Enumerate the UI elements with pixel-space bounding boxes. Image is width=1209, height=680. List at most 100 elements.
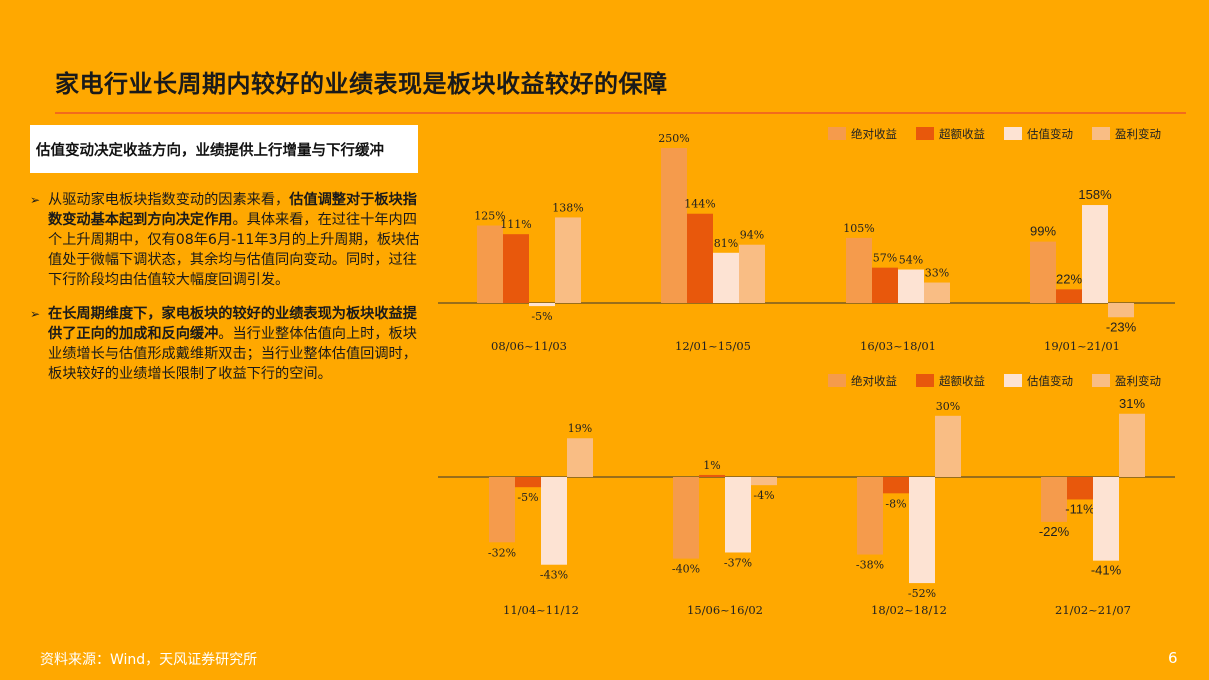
data-label: 33% [925,267,949,280]
legend-label: 估值变动 [1027,127,1073,141]
bar [673,477,699,559]
data-label: 31% [1119,396,1145,411]
category-label: 15/06~16/02 [687,603,763,617]
bar [489,477,515,543]
bar [1082,205,1108,303]
data-label: 30% [936,400,960,413]
bar [924,282,950,303]
category-label: 16/03~18/01 [860,339,936,353]
bar [739,244,765,303]
bar [713,252,739,303]
bar [872,267,898,303]
data-label: -37% [724,556,752,569]
section-heading: 估值变动决定收益方向，业绩提供上行增量与下行缓冲 [36,142,384,159]
data-label: -43% [540,569,568,582]
data-label: -40% [672,563,700,576]
legend-swatch [1092,127,1110,140]
section-heading-box: 估值变动决定收益方向，业绩提供上行增量与下行缓冲 [30,125,418,173]
bullet-text: 从驱动家电板块指数变动的因素来看，估值调整对于板块指数变动基本起到方向决定作用。… [48,190,420,290]
legend-swatch [916,374,934,387]
bullet-text-plain: 从驱动家电板块指数变动的因素来看， [48,192,290,208]
bar [846,237,872,303]
bar [699,474,725,477]
data-label: -5% [517,491,538,504]
source-note: 资料来源：Wind，天风证券研究所 [40,652,258,668]
bullet-list: ➢ 从驱动家电板块指数变动的因素来看，估值调整对于板块指数变动基本起到方向决定作… [30,190,420,398]
bullet-item: ➢ 在长周期维度下，家电板块的较好的业绩表现为板块收益提供了正向的加成和反向缓冲… [30,304,420,384]
data-label: -38% [856,559,884,572]
data-label: -23% [1106,319,1137,334]
data-label: 99% [1030,224,1056,239]
bullet-text-plain: 。具体来看，在过往十年内四个上升周期中，仅有08年6月-11年3月的上升周期，板… [48,212,420,288]
legend-label: 超额收益 [939,374,985,388]
legend-swatch [1092,374,1110,387]
bar [751,477,777,486]
data-label: -11% [1065,501,1095,516]
bullet-item: ➢ 从驱动家电板块指数变动的因素来看，估值调整对于板块指数变动基本起到方向决定作… [30,190,420,290]
legend-label: 估值变动 [1027,374,1073,388]
bar [1093,477,1119,561]
bar [1108,303,1134,318]
bar [687,213,713,303]
title-divider [55,112,1186,114]
data-label: -5% [531,310,552,323]
legend-label: 盈利变动 [1115,127,1161,141]
category-label: 08/06~11/03 [491,339,567,353]
bar [477,225,503,303]
bar [541,477,567,565]
legend-swatch [1004,127,1022,140]
legend-swatch [916,127,934,140]
bar [909,477,935,584]
data-label: 125% [474,210,505,223]
data-label: 144% [684,198,715,211]
bar [503,234,529,303]
bullet-text: 在长周期维度下，家电板块的较好的业绩表现为板块收益提供了正向的加成和反向缓冲。当… [48,304,420,384]
data-label: -52% [908,587,936,600]
data-label: 250% [658,132,689,145]
data-label: 57% [873,252,897,265]
legend-label: 绝对收益 [851,127,897,141]
data-label: 158% [1078,187,1112,202]
data-label: -8% [885,497,906,510]
bullet-text-bold: 在长周期维度下，家电板块的较好的业绩表现为板块收益提供了正向的加成和反向缓冲 [48,306,417,342]
data-label: 19% [568,422,592,435]
data-label: -4% [753,489,774,502]
category-label: 21/02~21/07 [1055,603,1131,617]
data-label: 81% [714,237,738,250]
page-number: 6 [1168,649,1178,667]
legend-swatch [1004,374,1022,387]
bar [1119,413,1145,477]
bar [725,477,751,553]
bar [935,415,961,477]
data-label: 22% [1056,271,1082,286]
legend-swatch [828,127,846,140]
bar [1056,289,1082,303]
data-label: 138% [552,201,583,214]
legend-label: 绝对收益 [851,374,897,388]
data-label: -41% [1091,563,1122,578]
legend-label: 盈利变动 [1115,374,1161,388]
bar [515,477,541,488]
bar [883,477,909,494]
bar [1030,241,1056,303]
category-label: 19/01~21/01 [1044,339,1120,353]
bullet-text-bold: 估值调整对于板块指数变动基本起到方向决定作用 [48,192,417,228]
bar [898,269,924,303]
data-label: 111% [500,218,531,231]
legend-swatch [828,374,846,387]
data-label: -22% [1039,524,1070,539]
bar [857,477,883,555]
data-label: 105% [843,222,874,235]
data-label: 94% [740,229,764,242]
bullet-text-plain: 。当行业整体估值向上时，板块业绩增长与估值形成戴维斯双击；当行业整体估值回调时，… [48,326,417,382]
legend-label: 超额收益 [939,127,985,141]
category-label: 12/01~15/05 [675,339,751,353]
bar [567,438,593,477]
bar [1041,477,1067,522]
data-label: -32% [488,546,516,559]
data-label: 1% [703,459,720,472]
page-title: 家电行业长周期内较好的业绩表现是板块收益较好的保障 [55,70,668,98]
bar [661,148,687,303]
category-label: 18/02~18/12 [871,603,947,617]
